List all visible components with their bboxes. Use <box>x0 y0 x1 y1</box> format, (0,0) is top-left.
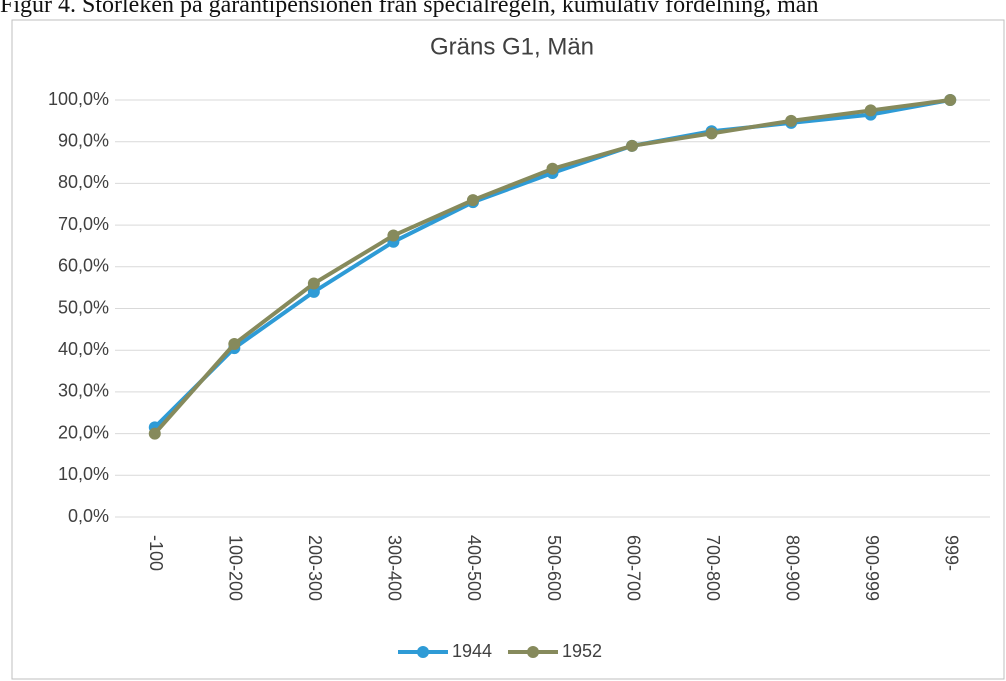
legend-label: 1944 <box>452 641 492 661</box>
y-tick-label: 20,0% <box>58 422 109 442</box>
y-tick-label: 70,0% <box>58 214 109 234</box>
y-tick-label: 40,0% <box>58 339 109 359</box>
y-tick-label: 30,0% <box>58 381 109 401</box>
y-tick-label: 10,0% <box>58 464 109 484</box>
x-tick-label: 999- <box>941 535 961 571</box>
x-tick-label: 800-900 <box>782 535 802 601</box>
x-tick-label: -100 <box>146 535 166 571</box>
data-point <box>785 114 798 127</box>
x-tick-label: 400-500 <box>464 535 484 601</box>
y-tick-label: 80,0% <box>58 172 109 192</box>
chart-frame <box>11 19 1005 680</box>
data-point <box>626 139 639 152</box>
x-tick-label: 600-700 <box>623 535 643 601</box>
legend-marker <box>527 646 539 658</box>
y-tick-label: 100,0% <box>48 89 109 109</box>
x-tick-label: 700-800 <box>703 535 723 601</box>
caption: Figur 4. Storleken på garantipensionen f… <box>0 0 818 18</box>
x-tick-label: 300-400 <box>385 535 405 601</box>
y-tick-label: 60,0% <box>58 256 109 276</box>
chart-title: Gräns G1, Män <box>430 33 594 60</box>
y-tick-label: 0,0% <box>68 506 109 526</box>
data-point <box>546 162 559 175</box>
data-point <box>148 427 161 440</box>
legend-marker <box>417 646 429 658</box>
data-point <box>387 229 400 242</box>
x-tick-label: 100-200 <box>226 535 246 601</box>
data-point <box>705 127 718 140</box>
y-tick-label: 50,0% <box>58 297 109 317</box>
data-point <box>307 285 320 298</box>
x-tick-label: 900-999 <box>862 535 882 601</box>
data-point <box>944 94 957 106</box>
data-point <box>466 194 479 207</box>
x-tick-label: 500-600 <box>544 535 564 601</box>
legend-label: 1952 <box>562 641 602 661</box>
data-point <box>864 104 877 117</box>
x-tick-label: 200-300 <box>305 535 325 601</box>
data-point <box>307 277 320 290</box>
data-point <box>228 337 241 350</box>
y-tick-label: 90,0% <box>58 130 109 150</box>
